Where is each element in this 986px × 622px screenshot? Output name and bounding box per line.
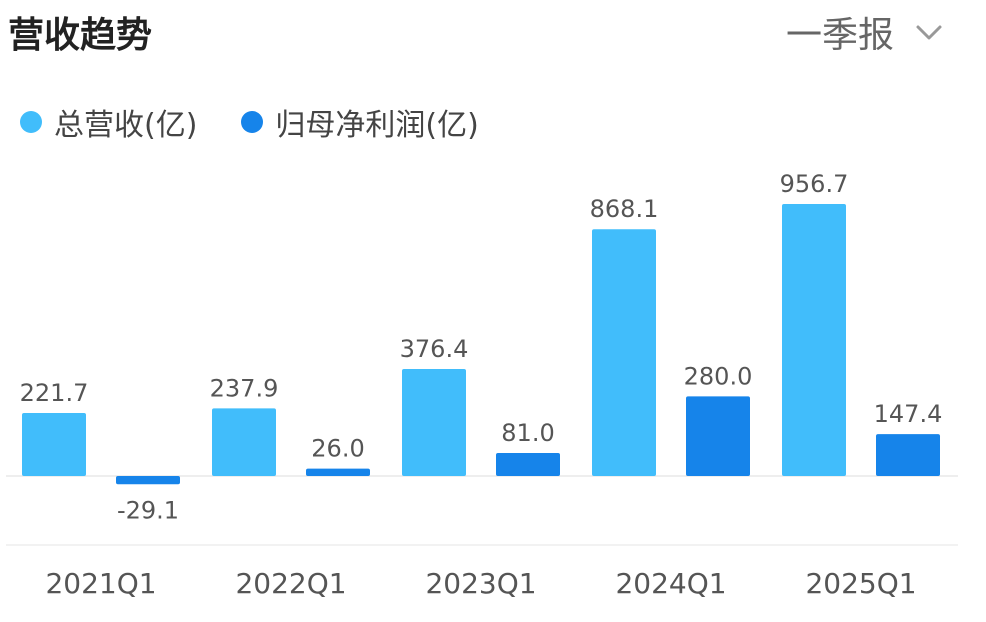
legend: 总营收(亿) 归母净利润(亿) (20, 100, 479, 144)
bar-profit-2023Q1[interactable] (496, 452, 560, 476)
period-label: 一季报 (785, 15, 894, 56)
bar-profit-2024Q1[interactable] (686, 396, 750, 476)
bar-revenue-2021Q1[interactable] (22, 412, 86, 476)
legend-dot-profit (241, 111, 264, 133)
data-label-revenue-2024Q1: 868.1 (590, 195, 659, 223)
chevron-down-icon (916, 25, 942, 40)
legend-label-revenue: 总营收(亿) (54, 108, 198, 143)
x-tick-label: 2025Q1 (805, 567, 916, 600)
legend-dot-revenue (20, 111, 42, 133)
legend-label-profit: 归母净利润(亿) (275, 108, 479, 143)
bar-revenue-2025Q1[interactable] (782, 204, 846, 476)
data-label-revenue-2022Q1: 237.9 (210, 374, 279, 402)
data-label-profit-2023Q1: 81.0 (501, 419, 554, 447)
x-tick-label: 2023Q1 (425, 567, 536, 600)
bar-profit-2025Q1[interactable] (876, 434, 940, 476)
bar-profit-2022Q1[interactable] (306, 468, 370, 476)
data-label-profit-2024Q1: 280.0 (684, 362, 753, 390)
x-tick-label: 2024Q1 (615, 567, 726, 600)
period-selector[interactable]: 一季报 (786, 6, 946, 58)
data-label-revenue-2021Q1: 221.7 (20, 379, 89, 407)
data-label-revenue-2023Q1: 376.4 (400, 335, 469, 363)
x-tick-label: 2021Q1 (45, 567, 156, 600)
legend-item-revenue[interactable]: 总营收(亿) (20, 100, 197, 144)
x-tick-label: 2022Q1 (235, 567, 346, 600)
data-label-profit-2021Q1: -29.1 (117, 496, 179, 524)
data-label-profit-2025Q1: 147.4 (874, 400, 943, 428)
chart-title: 营收趋势 (8, 15, 153, 56)
legend-item-profit[interactable]: 归母净利润(亿) (241, 100, 479, 144)
bar-revenue-2024Q1[interactable] (592, 229, 656, 476)
bar-revenue-2022Q1[interactable] (212, 408, 276, 476)
bar-profit-2021Q1[interactable] (116, 476, 180, 485)
bar-revenue-2023Q1[interactable] (402, 368, 466, 476)
data-label-profit-2022Q1: 26.0 (311, 435, 364, 463)
data-label-revenue-2025Q1: 956.7 (780, 170, 849, 198)
